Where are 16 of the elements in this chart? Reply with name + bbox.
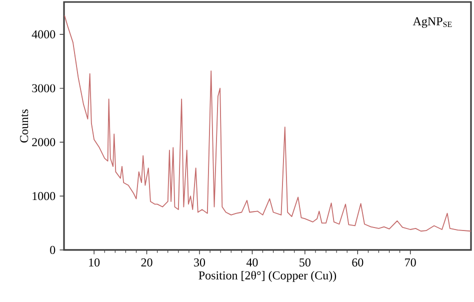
y-tick-label: 2000: [32, 138, 56, 146]
annotation: AgNP$_{SE}$: [412, 17, 452, 28]
y-tick-label: 0: [50, 246, 56, 254]
y-tick-label: 3000: [32, 84, 56, 92]
x-tick-label: 20: [141, 258, 152, 266]
x-axis-title: Position [2θ°] (Copper (Cu)): [198, 270, 336, 282]
x-tick-label: 50: [300, 258, 310, 266]
y-tick-label: 1000: [32, 192, 56, 200]
y-axis-title: Counts: [20, 109, 28, 143]
x-tick-label: 10: [89, 258, 100, 266]
x-tick-label: 60: [352, 258, 364, 266]
line-series: [64, 15, 471, 232]
x-tick-label: 30: [194, 258, 206, 266]
y-tick-label: 4000: [32, 30, 56, 38]
x-tick-label: 70: [405, 258, 416, 266]
x-tick-label: 40: [246, 258, 258, 266]
